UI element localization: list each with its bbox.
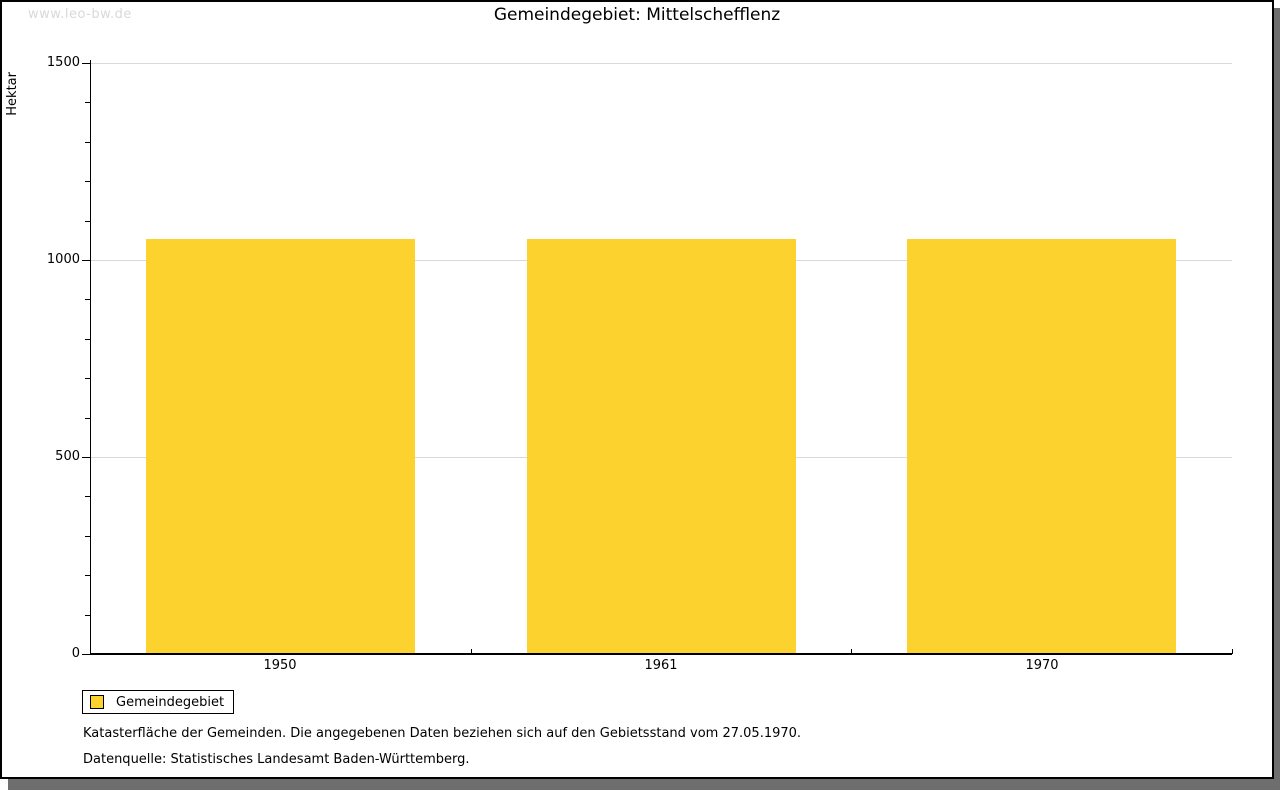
y-major-tick [82, 63, 90, 64]
bar-1961 [527, 239, 796, 654]
y-minor-tick [85, 496, 90, 497]
y-tick-label: 1000 [46, 252, 80, 267]
legend-swatch [90, 695, 104, 709]
chart-title: Gemeindegebiet: Mittelschefflenz [493, 5, 781, 25]
x-tick-label: 1961 [644, 658, 678, 673]
y-minor-tick [85, 615, 90, 616]
y-tick-label: 500 [55, 449, 80, 464]
x-boundary-tick [851, 649, 852, 654]
legend: Gemeindegebiet [82, 690, 234, 714]
bar-1970 [907, 239, 1176, 654]
y-minor-tick [85, 339, 90, 340]
y-minor-tick [85, 418, 90, 419]
y-major-tick [82, 654, 90, 655]
x-axis-line [90, 653, 1232, 655]
legend-label: Gemeindegebiet [116, 694, 225, 710]
y-minor-tick [85, 378, 90, 379]
x-tick-label: 1950 [263, 658, 297, 673]
y-minor-tick [85, 299, 90, 300]
y-minor-tick [85, 536, 90, 537]
bar-1950 [146, 239, 415, 654]
y-tick-label: 1500 [46, 55, 80, 70]
watermark-link: www.leo-bw.de [28, 7, 132, 22]
footnote-source: Datenquelle: Statistisches Landesamt Bad… [83, 752, 470, 767]
x-boundary-tick [90, 649, 91, 654]
y-minor-tick [85, 575, 90, 576]
y-minor-tick [85, 102, 90, 103]
x-boundary-tick [471, 649, 472, 654]
y-axis-label: Hektar [5, 72, 20, 116]
y-tick-label: 0 [71, 646, 80, 661]
y-minor-tick [85, 142, 90, 143]
y-major-tick [82, 260, 90, 261]
x-tick-label: 1970 [1025, 658, 1059, 673]
y-minor-tick [85, 181, 90, 182]
x-boundary-tick [1232, 649, 1233, 654]
y-minor-tick [85, 221, 90, 222]
y-axis-line [90, 60, 91, 654]
footnote-description: Katasterfläche der Gemeinden. Die angege… [83, 726, 802, 741]
gridline [90, 63, 1232, 64]
y-major-tick [82, 457, 90, 458]
